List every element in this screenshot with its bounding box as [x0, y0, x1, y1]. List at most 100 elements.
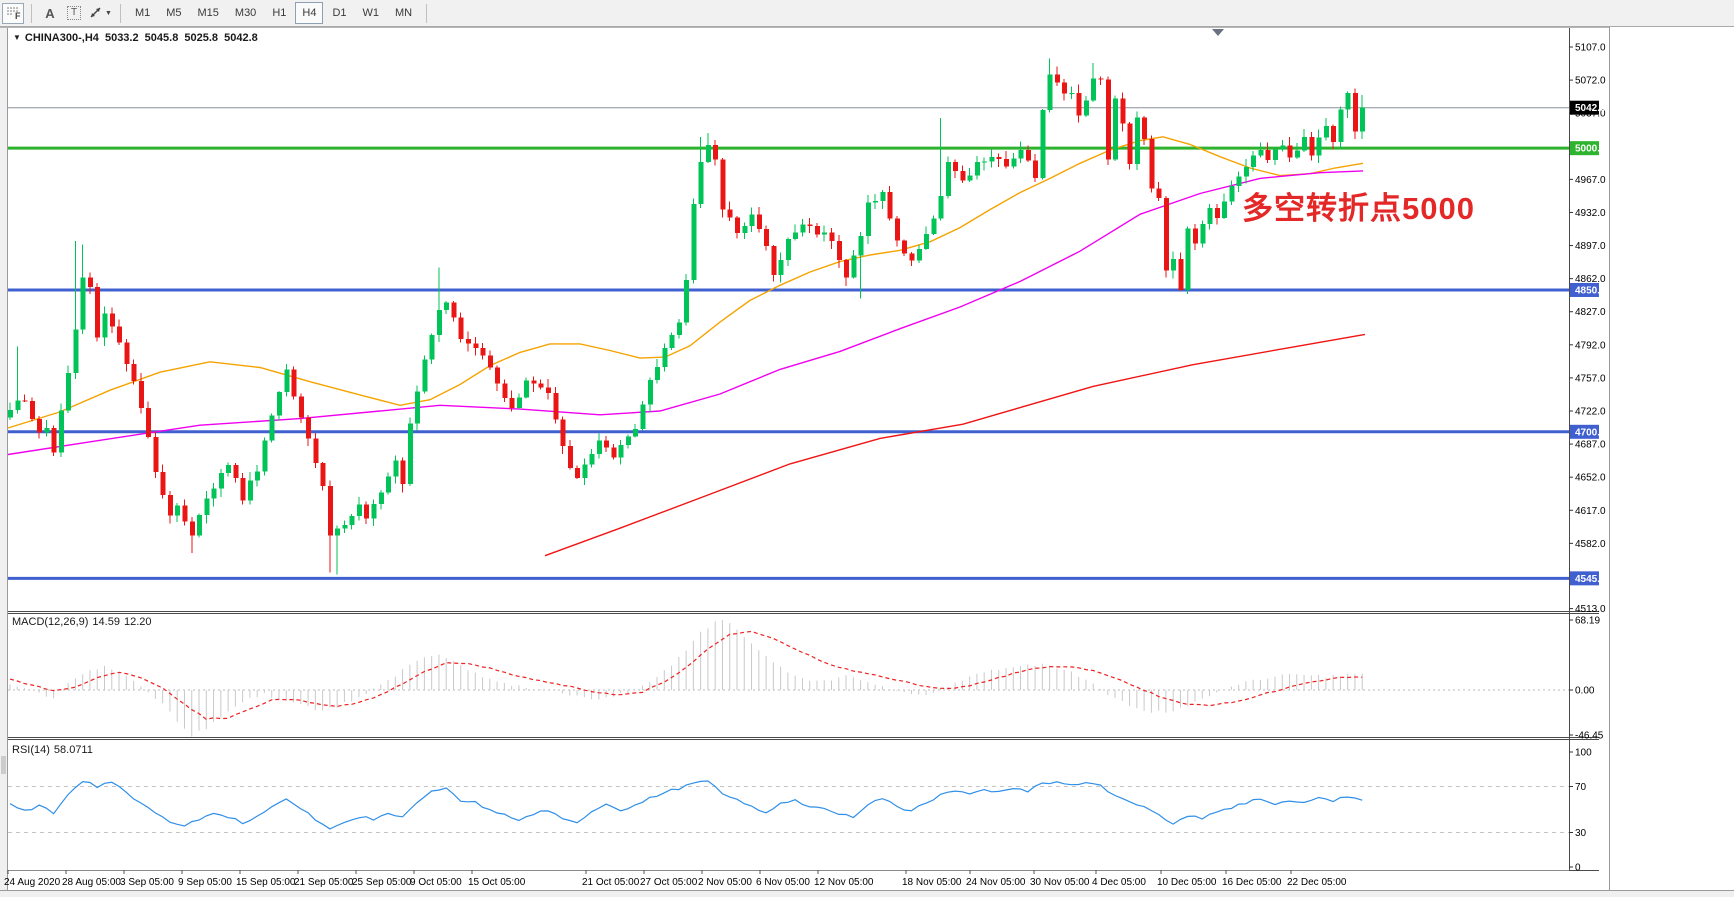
svg-text:28 Aug 05:00: 28 Aug 05:00 — [62, 877, 121, 888]
tf-button-h4[interactable]: H4 — [295, 2, 324, 24]
svg-text:4722.0: 4722.0 — [1575, 407, 1606, 418]
svg-text:9 Sep 05:00: 9 Sep 05:00 — [178, 877, 232, 888]
annotation-a-icon[interactable]: A — [45, 5, 55, 21]
ma-mid-magenta — [7, 170, 1364, 456]
candlesticks — [8, 58, 1366, 575]
svg-text:2 Nov 05:00: 2 Nov 05:00 — [698, 877, 752, 888]
dropdown-caret-icon: ▼ — [105, 9, 112, 17]
svg-text:4967.0: 4967.0 — [1575, 175, 1606, 186]
moving-averages — [7, 136, 1366, 557]
left-splitter[interactable] — [1, 756, 6, 774]
macd-signal-line — [9, 630, 1363, 720]
ma-slow-red — [544, 333, 1366, 557]
rsi-line — [9, 780, 1363, 830]
symbol-period: CHINA300-,H4 — [24, 32, 99, 44]
toolbar-separator — [31, 3, 32, 23]
price-badges: 5000.0 4850.0 4700.0 4545.0 5042.8 — [1570, 100, 1606, 586]
svg-text:6 Nov 05:00: 6 Nov 05:00 — [756, 877, 810, 888]
tf-button-h1[interactable]: H1 — [272, 7, 287, 19]
toolbar-separator — [119, 3, 121, 23]
window-frame — [0, 27, 1734, 897]
svg-text:12 Nov 05:00: 12 Nov 05:00 — [814, 877, 874, 888]
svg-text:9 Oct 05:00: 9 Oct 05:00 — [410, 877, 462, 888]
svg-text:25 Sep 05:00: 25 Sep 05:00 — [352, 877, 412, 888]
ohlc-close: 5042.8 — [224, 32, 258, 44]
svg-text:30: 30 — [1575, 828, 1587, 839]
rsi-pane-label: RSI(14) 58.0711 — [12, 744, 93, 756]
svg-text:4513.0: 4513.0 — [1575, 604, 1606, 615]
svg-text:4827.0: 4827.0 — [1575, 307, 1606, 318]
svg-text:4850.0: 4850.0 — [1575, 285, 1606, 296]
macd-main-value: 14.59 — [92, 616, 120, 628]
svg-text:4617.0: 4617.0 — [1575, 506, 1606, 517]
svg-text:24 Aug 2020: 24 Aug 2020 — [4, 877, 61, 888]
rsi-pane: 100 70 30 0 — [8, 748, 1592, 874]
pane-borders — [8, 28, 1599, 871]
rsi-value: 58.0711 — [53, 744, 93, 756]
svg-text:0: 0 — [1575, 863, 1581, 874]
svg-text:68.19: 68.19 — [1575, 616, 1600, 627]
text-label-icon[interactable]: T — [63, 3, 85, 24]
tf-button-m1[interactable]: M1 — [134, 7, 151, 19]
ohlc-open: 5033.2 — [104, 32, 139, 44]
svg-text:21 Sep 05:00: 21 Sep 05:00 — [294, 877, 354, 888]
svg-text:5042.8: 5042.8 — [1575, 103, 1606, 114]
svg-text:24 Nov 05:00: 24 Nov 05:00 — [966, 877, 1026, 888]
svg-text:16 Dec 05:00: 16 Dec 05:00 — [1222, 877, 1282, 888]
tf-button-mn[interactable]: MN — [395, 7, 413, 19]
grid-f-glyph: F — [7, 7, 21, 21]
svg-text:F: F — [15, 11, 21, 21]
svg-text:27 Oct 05:00: 27 Oct 05:00 — [640, 877, 698, 888]
svg-text:10 Dec 05:00: 10 Dec 05:00 — [1157, 877, 1217, 888]
top-toolbar: F A T ▼ M1 M5 M15 M30 H1 H4 D1 W1 MN — [0, 0, 1734, 27]
svg-text:4897.0: 4897.0 — [1575, 241, 1606, 252]
time-axis: 24 Aug 2020 28 Aug 05:00 3 Sep 05:00 9 Sep … — [4, 870, 1347, 888]
svg-text:5107.0: 5107.0 — [1575, 43, 1606, 54]
price-axis: 5107.05072.05037.04967.04932.04897.04862… — [1569, 43, 1606, 615]
arrows-glyph — [90, 7, 101, 18]
svg-text:5072.0: 5072.0 — [1575, 76, 1606, 87]
svg-text:4582.0: 4582.0 — [1575, 539, 1606, 550]
chart-title: ▼ CHINA300-,H4 5033.2 5045.8 5025.8 5042.… — [13, 32, 261, 44]
level-lines — [8, 107, 1569, 580]
macd-pane: 68.19 0.00 -46.45 — [8, 616, 1604, 742]
svg-text:-46.45: -46.45 — [1575, 731, 1604, 742]
svg-text:15 Sep 05:00: 15 Sep 05:00 — [236, 877, 296, 888]
ma-fast-orange — [7, 136, 1364, 429]
svg-text:4862.0: 4862.0 — [1575, 274, 1606, 285]
svg-text:3 Sep 05:00: 3 Sep 05:00 — [120, 877, 174, 888]
macd-signal-value: 12.20 — [123, 616, 152, 628]
svg-text:4792.0: 4792.0 — [1575, 340, 1606, 351]
chevron-down-icon[interactable]: ▼ — [13, 33, 21, 42]
svg-text:4 Dec 05:00: 4 Dec 05:00 — [1092, 877, 1146, 888]
svg-text:5000.0: 5000.0 — [1575, 144, 1606, 155]
svg-text:21 Oct 05:00: 21 Oct 05:00 — [582, 877, 640, 888]
toolbar-separator — [426, 3, 428, 23]
svg-text:0.00: 0.00 — [1575, 686, 1595, 697]
tf-button-d1[interactable]: D1 — [332, 7, 347, 19]
svg-text:4932.0: 4932.0 — [1575, 208, 1606, 219]
svg-text:4545.0: 4545.0 — [1575, 574, 1606, 585]
macd-pane-label: MACD(12,26,9) 14.59 12.20 — [12, 616, 152, 628]
svg-text:4687.0: 4687.0 — [1575, 440, 1606, 451]
svg-text:15 Oct 05:00: 15 Oct 05:00 — [468, 877, 526, 888]
chart-grid-f-icon[interactable]: F — [2, 2, 24, 24]
svg-text:18 Nov 05:00: 18 Nov 05:00 — [902, 877, 962, 888]
tf-button-m30[interactable]: M30 — [234, 7, 257, 19]
tf-button-w1[interactable]: W1 — [362, 7, 380, 19]
svg-text:4700.0: 4700.0 — [1575, 427, 1606, 438]
svg-text:30 Nov 05:00: 30 Nov 05:00 — [1030, 877, 1090, 888]
diagonal-arrows-icon[interactable]: ▼ — [87, 3, 113, 24]
text-annotation-5000[interactable]: 多空转折点5000 — [1242, 191, 1475, 226]
svg-text:4757.0: 4757.0 — [1575, 373, 1606, 384]
svg-text:100: 100 — [1575, 748, 1592, 759]
tf-button-m5[interactable]: M5 — [166, 7, 182, 19]
svg-text:70: 70 — [1575, 782, 1587, 793]
ohlc-high: 5045.8 — [144, 32, 179, 44]
svg-text:22 Dec 05:00: 22 Dec 05:00 — [1287, 877, 1347, 888]
tf-button-m15[interactable]: M15 — [197, 7, 219, 19]
ohlc-low: 5025.8 — [184, 32, 219, 44]
svg-text:4652.0: 4652.0 — [1575, 473, 1606, 484]
